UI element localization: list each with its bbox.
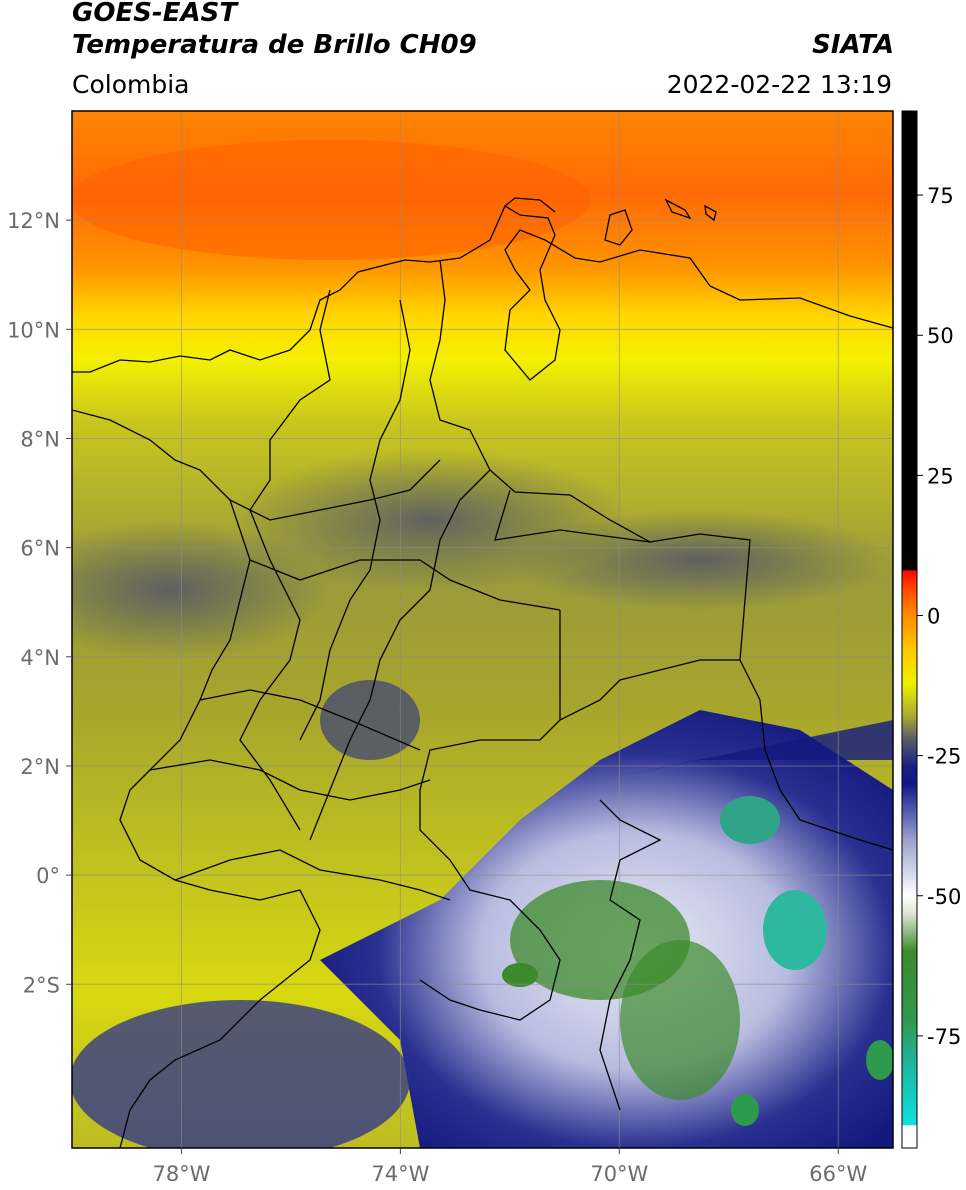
latitude-ticks: 12°N 10°N 8°N 6°N 4°N 2°N 0° 2°S (7, 209, 72, 997)
lat-tick-label: 4°N (20, 646, 60, 670)
colorbar-tick-label: 0 (927, 604, 940, 628)
lon-tick-label: 78°W (152, 1162, 210, 1186)
colorbar-tick-label: -50 (927, 885, 961, 909)
lon-tick-label: 66°W (809, 1162, 867, 1186)
lat-tick-label: 10°N (7, 318, 60, 342)
lat-tick-label: 6°N (20, 537, 60, 561)
convective-core (763, 890, 827, 970)
colorbar-tick-label: 50 (927, 324, 954, 348)
lat-tick-label: 2°S (23, 973, 60, 997)
colorbar-tick-label: 25 (927, 464, 954, 488)
colorbar-tick-label: -75 (927, 1025, 961, 1049)
colorbar (901, 110, 918, 1149)
datetime-label: 2022-02-22 13:19 (666, 70, 892, 99)
satellite-title: GOES-EAST (72, 0, 238, 28)
product-title: Temperatura de Brillo CH09 (72, 30, 477, 60)
lat-tick-label: 12°N (7, 209, 60, 233)
lon-tick-label: 74°W (371, 1162, 429, 1186)
coastlines-and-borders (72, 197, 893, 1148)
lat-tick-label: 2°N (20, 755, 60, 779)
graticule (72, 111, 893, 1148)
lon-tick-label: 70°W (590, 1162, 648, 1186)
convective-core (720, 796, 780, 844)
colorbar-tick-label: -25 (927, 745, 961, 769)
agency-label: SIATA (812, 30, 894, 60)
colorbar-tick-label: 75 (927, 184, 954, 208)
colorbar-ticks: 75 50 25 0 -25 -50 -75 (917, 184, 961, 1049)
lat-tick-label: 8°N (20, 427, 60, 451)
map-frame (71, 110, 894, 1149)
longitude-ticks: 78°W 74°W 70°W 66°W (152, 1148, 867, 1186)
lat-tick-label: 0° (36, 864, 60, 888)
region-label: Colombia (72, 70, 190, 99)
